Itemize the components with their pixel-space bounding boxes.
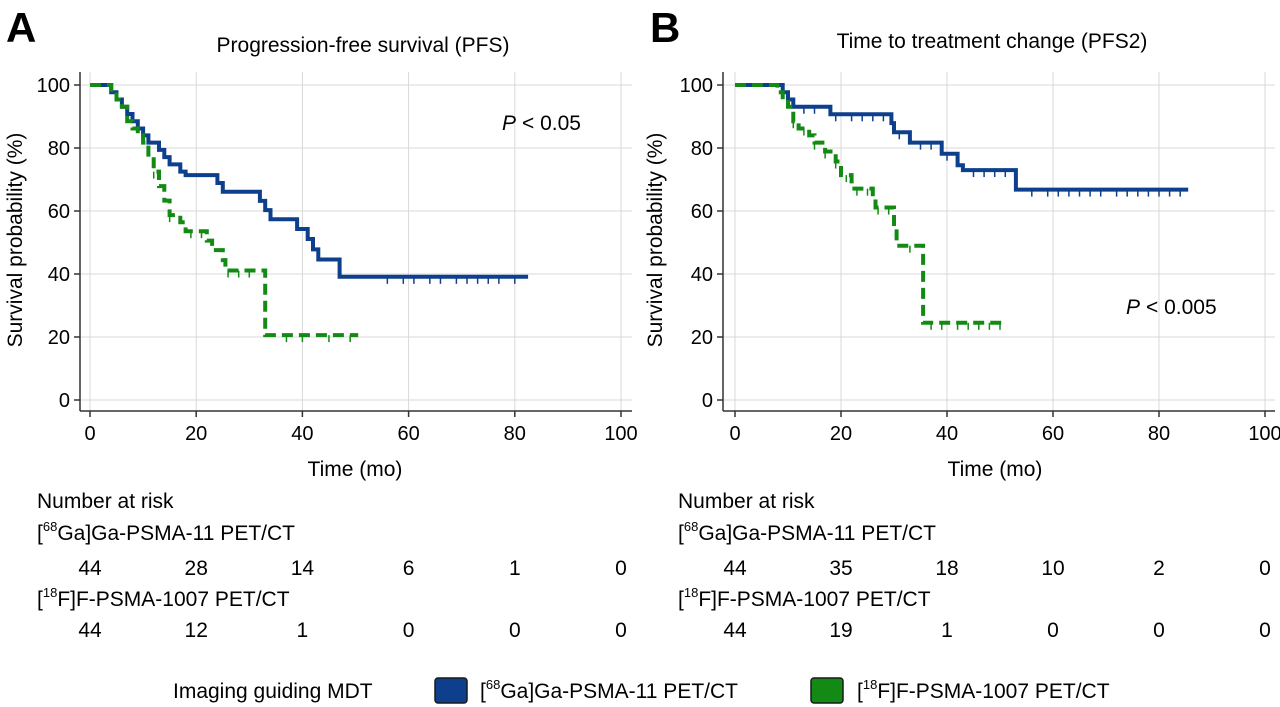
y-axis-label-b: Survival probability (%) [644,133,667,348]
risk-count: 44 [78,557,102,580]
risk-count: 44 [78,619,102,642]
risk-count: 10 [1041,557,1064,580]
km-curve-ga [90,83,529,279]
x-tick-label: 20 [185,423,207,445]
x-axis-label-a: Time (mo) [308,458,403,481]
risk-group-label: [18F]F-PSMA-1007 PET/CT [678,585,931,611]
km-curve-ga [735,83,1189,192]
y-tick-label: 0 [59,390,70,412]
risk-count: 44 [723,619,747,642]
series-a [90,83,529,343]
risk-table-b: Number at risk [68Ga]Ga-PSMA-11 PET/CT 44 3… [678,490,1271,642]
x-tick-label: 60 [397,423,419,445]
risk-group-label: [68Ga]Ga-PSMA-11 PET/CT [678,519,936,545]
x-tick-label: 20 [830,423,852,445]
km-curve-f [735,83,1006,325]
risk-count: 0 [1153,619,1165,642]
x-tick-label: 80 [1148,423,1170,445]
y-tick-label: 20 [48,327,70,349]
y-tick-label: 20 [691,327,713,349]
chart-title-b: Time to treatment change (PFS2) [837,30,1148,53]
risk-count: 18 [935,557,958,580]
legend-label-ga: [68Ga]Ga-PSMA-11 PET/CT [480,677,738,703]
risk-count: 6 [403,557,415,580]
legend: Imaging guiding MDT [68Ga]Ga-PSMA-11 PET… [173,677,1110,704]
legend-title: Imaging guiding MDT [173,680,373,703]
y-tick-label: 80 [48,138,70,160]
risk-count: 19 [829,619,852,642]
y-tick-label: 40 [48,264,70,286]
panel-letter-a: A [6,4,36,51]
risk-header: Number at risk [678,490,815,513]
p-value-a: P < 0.05 [502,112,581,135]
risk-count: 44 [723,557,747,580]
km-curve-f [90,83,359,338]
y-tick-label: 100 [37,75,70,97]
risk-count: 1 [297,619,309,642]
y-tick-label: 40 [691,264,713,286]
risk-count: 0 [403,619,415,642]
risk-count: 1 [941,619,953,642]
risk-count: 0 [615,619,627,642]
risk-count: 12 [185,619,208,642]
legend-swatch-f [810,677,844,704]
x-tick-label: 80 [504,423,526,445]
x-tick-label: 100 [1248,423,1280,445]
axes-a: 0 20 40 60 80 100 0 20 40 60 80 100 [37,72,638,445]
risk-count: 0 [1259,619,1271,642]
axes-b: 0 20 40 60 80 100 0 20 40 60 80 100 [680,72,1280,445]
x-tick-label: 40 [291,423,313,445]
x-tick-label: 40 [936,423,958,445]
x-axis-label-b: Time (mo) [948,458,1043,481]
risk-count: 2 [1153,557,1165,580]
risk-count: 14 [291,557,315,580]
y-axis-label-a: Survival probability (%) [4,133,27,348]
risk-count: 0 [1047,619,1059,642]
y-tick-label: 60 [691,201,713,223]
y-tick-label: 100 [680,75,713,97]
risk-count: 28 [185,557,208,580]
risk-count: 0 [1259,557,1271,580]
panel-b: B Time to treatment change (PFS2) 0 20 40 6… [644,4,1280,642]
y-tick-label: 80 [691,138,713,160]
legend-swatch-ga [434,677,468,704]
panel-letter-b: B [650,4,680,51]
panel-a: A Progression-free survival (PFS) 0 20 40 6… [4,4,638,642]
risk-group-label: [18F]F-PSMA-1007 PET/CT [37,585,290,611]
risk-header: Number at risk [37,490,174,513]
grid-a [80,72,632,411]
risk-count: 35 [829,557,852,580]
risk-count: 0 [615,557,627,580]
x-tick-label: 0 [729,423,740,445]
x-tick-label: 60 [1042,423,1064,445]
legend-label-f: [18F]F-PSMA-1007 PET/CT [857,677,1110,703]
x-tick-label: 0 [84,423,95,445]
chart-title-a: Progression-free survival (PFS) [217,34,510,57]
grid-b [723,72,1275,411]
x-tick-label: 100 [604,423,637,445]
risk-table-a: Number at risk [68Ga]Ga-PSMA-11 PET/CT 44 2… [37,490,627,642]
series-b [735,83,1189,330]
y-tick-label: 60 [48,201,70,223]
risk-count: 0 [509,619,521,642]
risk-count: 1 [509,557,521,580]
y-tick-label: 0 [702,390,713,412]
risk-group-label: [68Ga]Ga-PSMA-11 PET/CT [37,519,295,545]
p-value-b: P < 0.005 [1126,296,1217,319]
